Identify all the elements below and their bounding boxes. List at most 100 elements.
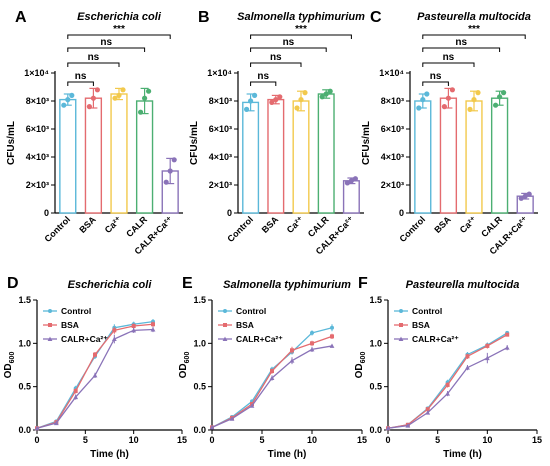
x-tick-label: BSA bbox=[77, 214, 98, 235]
data-point bbox=[111, 336, 117, 341]
y-tick-label: 4×10³ bbox=[26, 152, 49, 162]
y-tick-label: 1.5 bbox=[18, 295, 31, 305]
bar bbox=[135, 100, 154, 214]
bar bbox=[490, 97, 509, 214]
legend-marker bbox=[223, 323, 227, 327]
legend-label: Control bbox=[61, 306, 91, 316]
data-point bbox=[445, 382, 450, 387]
significance-label: ns bbox=[270, 52, 282, 63]
legend-marker bbox=[398, 336, 404, 341]
data-point bbox=[73, 394, 79, 400]
data-point bbox=[171, 157, 177, 163]
y-tick-label: 4×10³ bbox=[209, 152, 232, 162]
y-tick-label: 0.5 bbox=[18, 382, 31, 392]
significance-label: ns bbox=[443, 52, 455, 63]
significance-bracket bbox=[67, 47, 146, 52]
significance-label: ns bbox=[455, 37, 467, 48]
bar bbox=[59, 98, 77, 214]
data-point bbox=[290, 348, 294, 353]
panel-title: Pasteurella multocida bbox=[406, 279, 520, 291]
y-tick-label: 6×10³ bbox=[209, 124, 232, 134]
data-point bbox=[163, 179, 169, 185]
legend-marker bbox=[399, 323, 403, 327]
data-point bbox=[93, 352, 97, 357]
data-point bbox=[310, 330, 314, 335]
data-point bbox=[298, 97, 304, 103]
y-axis-label: CFUs/mL bbox=[6, 121, 17, 165]
significance-bracket bbox=[250, 47, 327, 52]
y-tick-label: 0 bbox=[227, 208, 232, 218]
data-point bbox=[289, 358, 295, 363]
significance-bracket bbox=[422, 81, 449, 86]
series-line bbox=[211, 335, 333, 428]
bar bbox=[267, 98, 285, 214]
y-tick-label: 0 bbox=[44, 208, 49, 218]
x-axis-label: Time (h) bbox=[443, 449, 482, 460]
data-point bbox=[131, 327, 137, 333]
data-point bbox=[424, 91, 430, 97]
y-axis-label-sub: 600 bbox=[360, 352, 367, 364]
bar bbox=[342, 180, 360, 214]
significance-label: ns bbox=[257, 71, 269, 82]
x-tick-label: 15 bbox=[177, 435, 187, 445]
panel-title: Salmonella typhimurium bbox=[237, 11, 365, 23]
line-panel-f: F Pasteurella multocida 0.0 0.5 1.0 1.5 0 5 10 15… bbox=[354, 275, 542, 460]
bar bbox=[465, 100, 483, 214]
data-point bbox=[445, 95, 451, 101]
data-point bbox=[146, 88, 152, 94]
x-tick-label: Ca²⁺ bbox=[458, 214, 479, 235]
significance-bracket bbox=[67, 62, 120, 67]
data-point bbox=[116, 92, 122, 98]
x-tick-label: 0 bbox=[385, 435, 390, 445]
y-tick-label: 2×10³ bbox=[381, 180, 404, 190]
data-point bbox=[449, 87, 455, 93]
data-point bbox=[465, 365, 470, 370]
y-tick-label: 1×10⁴ bbox=[379, 68, 404, 78]
data-point bbox=[330, 325, 334, 330]
data-point bbox=[252, 92, 258, 98]
legend-label: Control bbox=[236, 306, 266, 316]
panel-label-f: F bbox=[358, 275, 368, 292]
panel-title: Salmonella typhimurium bbox=[223, 279, 351, 291]
y-tick-label: 0.0 bbox=[193, 425, 206, 435]
x-tick-label: BSA bbox=[432, 214, 453, 235]
panel-title: Pasteurella multocida bbox=[417, 11, 531, 23]
data-point bbox=[229, 416, 235, 421]
significance-bracket bbox=[250, 34, 352, 39]
legend-marker bbox=[223, 309, 227, 313]
significance-bracket bbox=[422, 47, 501, 52]
bar-panel-b: B Salmonella typhimurium 0 2×10³ 4×10³ 6×10³ 8… bbox=[189, 9, 365, 256]
bar bbox=[110, 93, 128, 214]
panel-label-d: D bbox=[7, 275, 19, 292]
y-tick-label: 8×10³ bbox=[26, 96, 49, 106]
x-tick-label: Control bbox=[225, 214, 255, 244]
x-tick-label: Ca²⁺ bbox=[103, 214, 124, 235]
x-tick-label: 15 bbox=[532, 435, 542, 445]
y-axis-label: OD600 bbox=[178, 352, 191, 379]
data-point bbox=[471, 97, 477, 103]
data-point bbox=[475, 90, 481, 96]
data-point bbox=[323, 91, 329, 97]
y-axis-label: CFUs/mL bbox=[189, 121, 200, 165]
data-point bbox=[86, 104, 92, 110]
data-point bbox=[277, 94, 283, 100]
line-panel-d: D Escherichia coli 0.0 0.5 1.0 1.5 0 5 10 15 Time … bbox=[3, 275, 187, 460]
data-point bbox=[273, 97, 279, 103]
significance-label: ns bbox=[283, 37, 295, 48]
data-point bbox=[329, 343, 335, 348]
data-point bbox=[65, 97, 71, 103]
legend-label: CALR+Ca²⁺ bbox=[236, 334, 283, 344]
y-tick-label: 0.0 bbox=[18, 425, 31, 435]
data-point bbox=[348, 178, 354, 184]
significance-label: *** bbox=[468, 24, 480, 35]
x-tick-label: 10 bbox=[129, 435, 139, 445]
y-tick-label: 1.0 bbox=[18, 338, 31, 348]
data-point bbox=[526, 191, 532, 197]
y-tick-label: 1×10⁴ bbox=[24, 68, 49, 78]
data-point bbox=[485, 343, 490, 348]
data-point bbox=[270, 369, 274, 374]
y-tick-label: 1×10⁴ bbox=[207, 68, 232, 78]
y-axis-label: OD600 bbox=[3, 352, 16, 379]
x-tick-label: 5 bbox=[83, 435, 88, 445]
bar bbox=[439, 97, 458, 214]
